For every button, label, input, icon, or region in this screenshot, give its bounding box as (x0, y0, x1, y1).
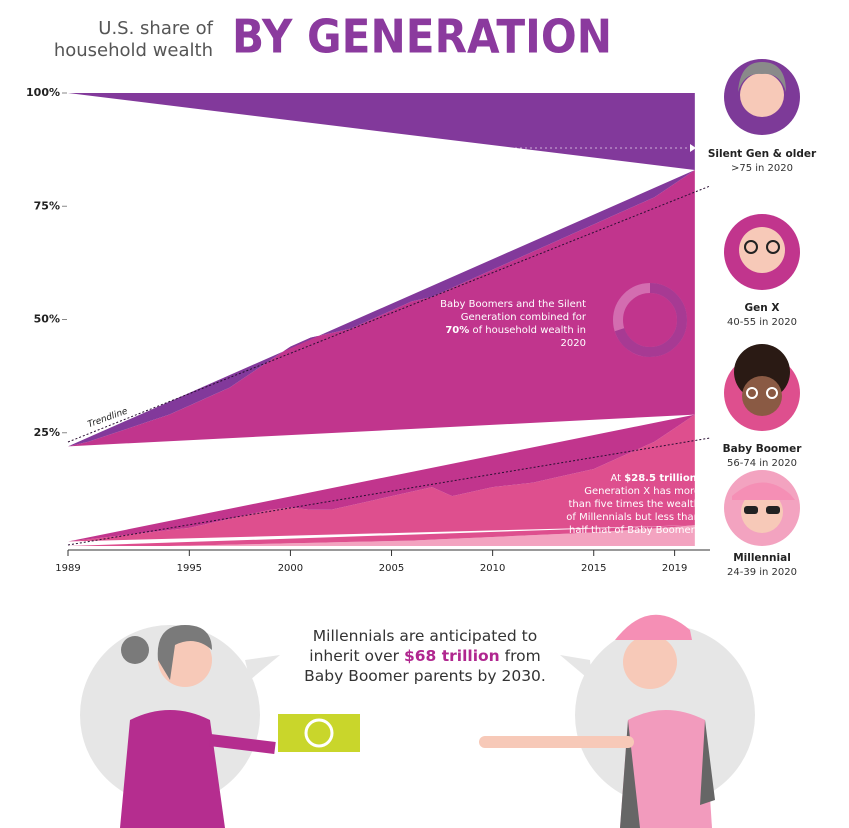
area (68, 93, 695, 447)
annotation: Baby Boomers and the Silent Generation c… (438, 298, 586, 350)
y-tick-label: 50% (34, 313, 60, 326)
face (739, 227, 785, 273)
emphasis: $16 trillion (227, 144, 290, 155)
face (742, 376, 782, 416)
speech-tail (245, 655, 280, 680)
x-tick-label: 2019 (662, 563, 687, 574)
decoration: Trendline (60, 96, 711, 546)
text: , Generation X has more than five times … (566, 473, 700, 536)
text: in 2020, the Silent Generation has staye… (200, 144, 432, 207)
plot-area (68, 93, 695, 546)
area (68, 170, 695, 542)
legend-label: Baby Boomer (723, 443, 803, 455)
glasses (746, 387, 758, 399)
text: of household wealth in 2020 (469, 325, 586, 349)
legend-detail: >75 in 2020 (731, 163, 793, 174)
sunglasses (766, 506, 780, 514)
x-tick-label: 2000 (278, 563, 303, 574)
legend-label: Gen X (745, 302, 780, 314)
annotation: From $16 trillion in 1989 to $19 trillio… (200, 143, 440, 208)
cap (732, 482, 795, 500)
guide-arrow (690, 144, 696, 152)
face (623, 635, 677, 689)
title-line: household wealth (54, 40, 213, 61)
x-tick-label: 2015 (581, 563, 606, 574)
area (68, 414, 695, 546)
glasses (766, 240, 780, 254)
emphasis: $68 trillion (403, 647, 500, 665)
trendline (67, 185, 711, 443)
title-line: U.S. share of (98, 18, 213, 39)
emphasis: $28.5 trillion (624, 473, 697, 484)
y-tick-label: 75% (34, 199, 60, 212)
hair (157, 625, 212, 680)
legend-label: Millennial (733, 552, 791, 564)
x-tick-label: 2010 (480, 563, 505, 574)
text: Millennials are anticipated to inherit o… (309, 627, 538, 665)
bottom-illustration (80, 614, 755, 828)
annotation: At $28.5 trillion, Generation X has more… (560, 472, 700, 537)
legend-detail: 40-55 in 2020 (727, 317, 797, 328)
face (741, 491, 783, 533)
face (740, 73, 784, 117)
emphasis: 70% (445, 325, 470, 336)
cap (615, 614, 692, 640)
jacket (120, 710, 225, 828)
sunglasses (744, 506, 758, 514)
footer-text: Millennials are anticipated to inherit o… (290, 626, 560, 686)
legend-detail: 56-74 in 2020 (727, 458, 797, 469)
text: from Baby Boomer parents by 2030. (304, 647, 546, 685)
legend-label: Silent Gen & older (708, 148, 817, 160)
arrow-icon (156, 121, 188, 356)
legend-detail: 24-39 in 2020 (727, 567, 797, 578)
avatars (724, 59, 800, 546)
trendline (67, 437, 711, 546)
arm (209, 734, 276, 754)
title-emphasis: BY GENERATION (232, 10, 612, 64)
text: in 1989 to (289, 144, 348, 155)
bracket (696, 96, 701, 409)
area (68, 525, 695, 546)
bar-icon (138, 147, 156, 356)
circle-icon (122, 284, 194, 356)
hair (738, 62, 786, 92)
glasses (744, 240, 758, 254)
x-tick-label: 2005 (379, 563, 404, 574)
backpack (620, 720, 715, 828)
glasses (766, 387, 778, 399)
donut-segment (613, 283, 687, 357)
speech-tail (560, 655, 592, 682)
x-tick-label: 1995 (177, 563, 202, 574)
bun (121, 636, 149, 664)
x-tick-label: 1989 (55, 563, 80, 574)
y-tick-label: 100% (26, 86, 60, 99)
shirt (620, 710, 712, 828)
text: Baby Boomers and the Silent Generation c… (440, 299, 586, 323)
y-tick-label: 25% (34, 426, 60, 439)
text: At (610, 473, 625, 484)
emphasis: $19 trillion (347, 144, 409, 155)
banknote-emblem (304, 718, 334, 748)
text: From (200, 144, 228, 155)
